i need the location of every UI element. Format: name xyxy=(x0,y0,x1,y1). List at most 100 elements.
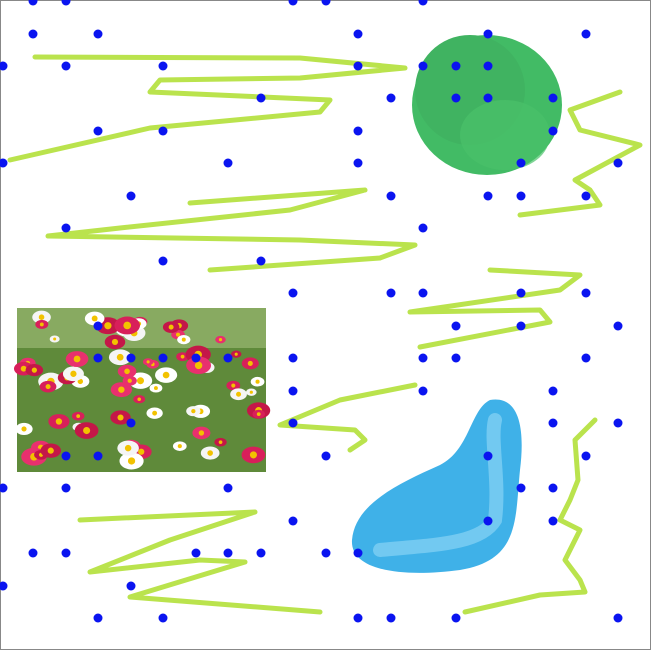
dot-grid xyxy=(0,0,623,623)
flower-center xyxy=(39,322,44,327)
flower-center xyxy=(136,377,145,385)
flower-center xyxy=(20,365,27,372)
dot xyxy=(158,126,168,136)
dot xyxy=(418,288,428,298)
dot xyxy=(288,353,298,363)
flower-center xyxy=(236,391,242,397)
flower-center xyxy=(138,448,145,455)
flower-center xyxy=(146,360,150,364)
flower-center xyxy=(207,450,213,456)
flower-center xyxy=(152,410,158,416)
dot xyxy=(386,93,396,103)
dot xyxy=(451,613,461,623)
dot xyxy=(288,386,298,396)
flower-center xyxy=(256,412,261,417)
dot xyxy=(548,126,558,136)
flower-center xyxy=(111,338,119,346)
dot xyxy=(451,353,461,363)
dot xyxy=(223,158,233,168)
dot xyxy=(158,256,168,266)
dot xyxy=(581,191,591,201)
dot xyxy=(353,158,363,168)
dot xyxy=(418,223,428,233)
flower-center xyxy=(168,324,174,330)
flower-center xyxy=(181,337,186,342)
dot xyxy=(483,516,493,526)
dot xyxy=(93,451,103,461)
dot xyxy=(93,613,103,623)
dot xyxy=(386,288,396,298)
dot xyxy=(61,483,71,493)
dot xyxy=(223,353,233,363)
dot xyxy=(93,321,103,331)
dot xyxy=(61,548,71,558)
flower-center xyxy=(21,426,27,432)
dot xyxy=(483,451,493,461)
dot xyxy=(191,548,201,558)
dot xyxy=(61,61,71,71)
dot xyxy=(418,353,428,363)
flower-center xyxy=(218,338,223,342)
flower-center xyxy=(91,315,98,322)
flower-center xyxy=(127,378,132,383)
dot xyxy=(223,548,233,558)
scribble xyxy=(517,89,643,218)
dot xyxy=(548,93,558,103)
flower-center xyxy=(255,379,260,384)
green-blob xyxy=(412,35,562,175)
scribble xyxy=(407,267,583,350)
dot xyxy=(0,581,8,591)
flower-center xyxy=(76,414,81,419)
dot xyxy=(353,61,363,71)
dot xyxy=(483,61,493,71)
dot xyxy=(0,61,8,71)
flower-center xyxy=(38,314,45,320)
dot xyxy=(61,451,71,461)
dot xyxy=(548,418,558,428)
dot xyxy=(61,0,71,6)
blue-blob xyxy=(351,399,522,573)
dot xyxy=(93,126,103,136)
flower-center xyxy=(116,353,124,361)
flower-center xyxy=(180,354,185,359)
flower-center xyxy=(73,355,81,363)
flower-center xyxy=(124,368,130,375)
dot xyxy=(28,0,38,6)
dot xyxy=(418,61,428,71)
dot xyxy=(256,93,266,103)
dot xyxy=(613,418,623,428)
dot xyxy=(353,29,363,39)
scribble xyxy=(277,382,418,453)
dot xyxy=(126,191,136,201)
dot xyxy=(386,613,396,623)
scribble xyxy=(45,187,418,273)
dot xyxy=(613,613,623,623)
flower-center xyxy=(162,371,170,379)
flower-center xyxy=(218,440,223,445)
scribble xyxy=(7,54,408,163)
dot xyxy=(581,288,591,298)
dot xyxy=(158,613,168,623)
dot xyxy=(451,93,461,103)
dot xyxy=(126,418,136,428)
flower-center xyxy=(117,414,124,421)
dot xyxy=(126,581,136,591)
flower-center xyxy=(55,418,63,425)
dot xyxy=(158,353,168,363)
flower-center xyxy=(191,409,196,414)
dot xyxy=(581,29,591,39)
flower-center xyxy=(53,337,57,341)
dot xyxy=(581,353,591,363)
flower-center xyxy=(45,384,51,390)
dot xyxy=(93,353,103,363)
dot xyxy=(256,548,266,558)
dot xyxy=(548,386,558,396)
dot xyxy=(451,61,461,71)
dot xyxy=(548,516,558,526)
dot xyxy=(191,353,201,363)
dot xyxy=(386,191,396,201)
dot xyxy=(321,0,331,6)
flower-center xyxy=(104,322,112,330)
dot xyxy=(613,321,623,331)
